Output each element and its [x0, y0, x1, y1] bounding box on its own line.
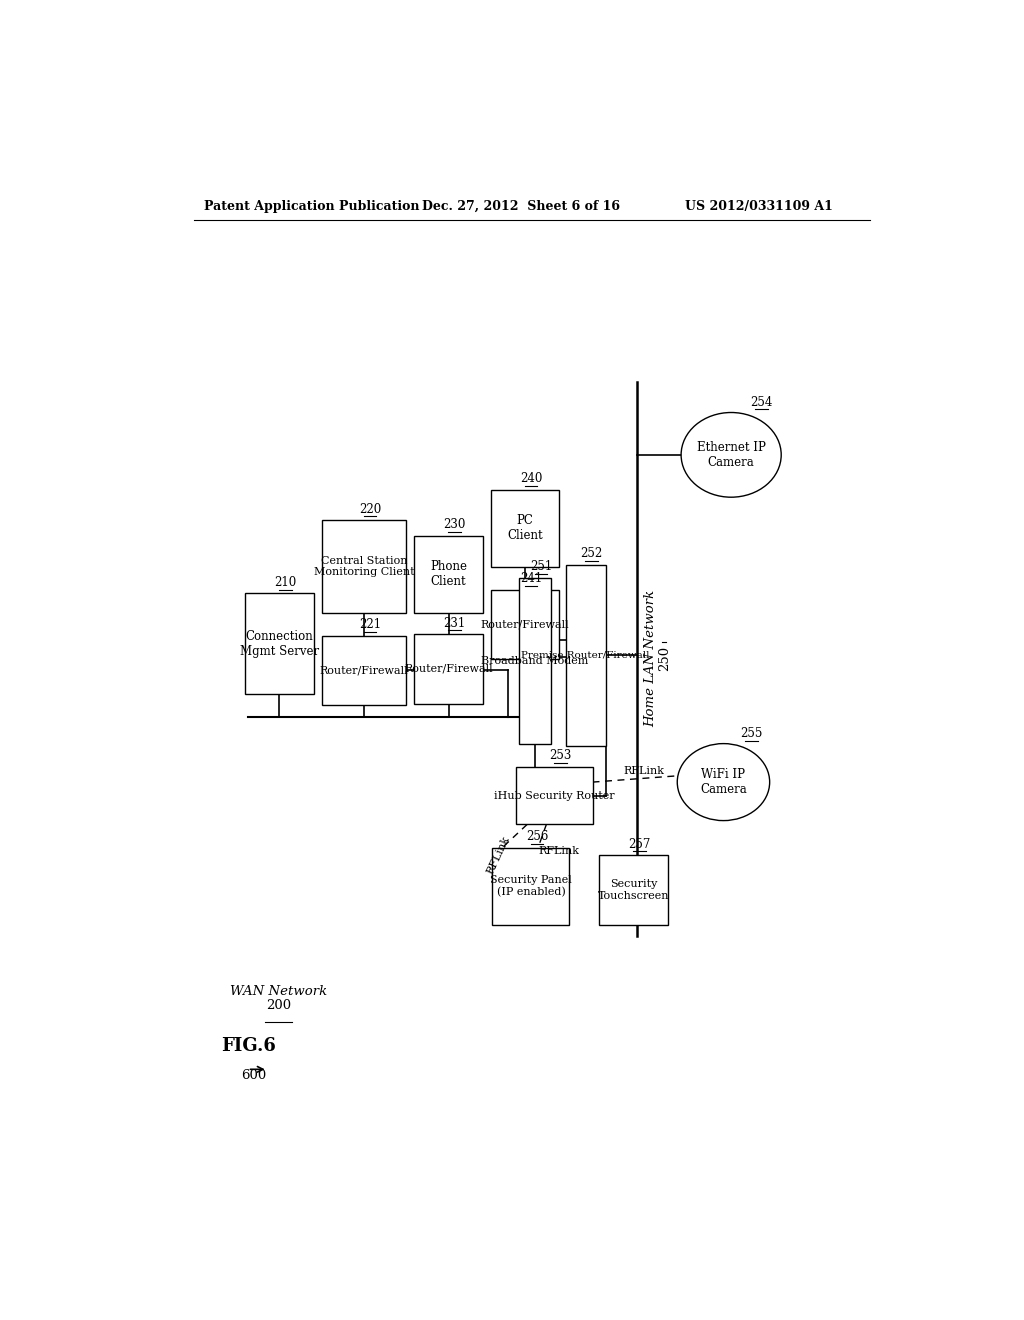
Bar — [490, 590, 559, 659]
Text: Security Panel
(IP enabled): Security Panel (IP enabled) — [490, 875, 571, 898]
Text: 221: 221 — [359, 618, 381, 631]
Text: 257: 257 — [629, 838, 650, 850]
Text: iHub Security Router: iHub Security Router — [494, 791, 614, 800]
Text: Home LAN Network: Home LAN Network — [644, 590, 657, 727]
Text: 210: 210 — [274, 576, 297, 589]
Text: 220: 220 — [358, 503, 381, 516]
Text: FIG.6: FIG.6 — [220, 1038, 275, 1056]
Text: 600: 600 — [241, 1069, 266, 1082]
Text: 231: 231 — [443, 616, 466, 630]
Text: Broadband Modem: Broadband Modem — [481, 656, 589, 665]
Text: 253: 253 — [549, 748, 571, 762]
Text: Central Station
Monitoring Client: Central Station Monitoring Client — [313, 556, 414, 577]
Text: 251: 251 — [529, 561, 552, 573]
Ellipse shape — [677, 743, 770, 821]
Bar — [518, 578, 551, 743]
Text: RFLink: RFLink — [539, 846, 580, 857]
Text: Premise Router/Firewall: Premise Router/Firewall — [521, 651, 650, 660]
Bar — [322, 636, 407, 705]
Ellipse shape — [681, 412, 781, 498]
Text: 255: 255 — [740, 727, 762, 739]
Text: Patent Application Publication: Patent Application Publication — [204, 199, 419, 213]
Bar — [565, 565, 605, 746]
Bar — [414, 536, 483, 612]
Text: US 2012/0331109 A1: US 2012/0331109 A1 — [685, 199, 833, 213]
Text: Security
Touchscreen: Security Touchscreen — [598, 879, 669, 900]
Bar — [414, 635, 483, 704]
Bar — [322, 520, 407, 612]
Text: WAN Network: WAN Network — [229, 985, 327, 998]
Text: Ethernet IP
Camera: Ethernet IP Camera — [696, 441, 766, 469]
Text: 252: 252 — [581, 548, 603, 561]
Text: Router/Firewall: Router/Firewall — [480, 619, 569, 630]
Bar — [493, 847, 569, 924]
Text: 250: 250 — [657, 647, 671, 672]
Text: 230: 230 — [443, 517, 466, 531]
Text: WiFi IP
Camera: WiFi IP Camera — [700, 768, 746, 796]
Text: Phone
Client: Phone Client — [430, 560, 467, 589]
Bar — [490, 490, 559, 566]
Text: PC
Client: PC Client — [507, 513, 543, 543]
Text: RFLink: RFLink — [624, 766, 665, 776]
Text: Router/Firewall: Router/Firewall — [404, 664, 493, 675]
Bar — [245, 594, 313, 693]
Text: 254: 254 — [750, 396, 772, 409]
Text: Router/Firewall: Router/Firewall — [319, 665, 409, 676]
Text: 240: 240 — [520, 471, 542, 484]
Text: 200: 200 — [266, 998, 291, 1011]
Text: Connection
Mgmt Server: Connection Mgmt Server — [240, 630, 318, 657]
Bar — [515, 767, 593, 825]
Text: 256: 256 — [526, 830, 548, 843]
Text: RFLink: RFLink — [485, 834, 512, 876]
Bar — [599, 855, 668, 924]
Text: 241: 241 — [520, 572, 542, 585]
Text: Dec. 27, 2012  Sheet 6 of 16: Dec. 27, 2012 Sheet 6 of 16 — [422, 199, 620, 213]
